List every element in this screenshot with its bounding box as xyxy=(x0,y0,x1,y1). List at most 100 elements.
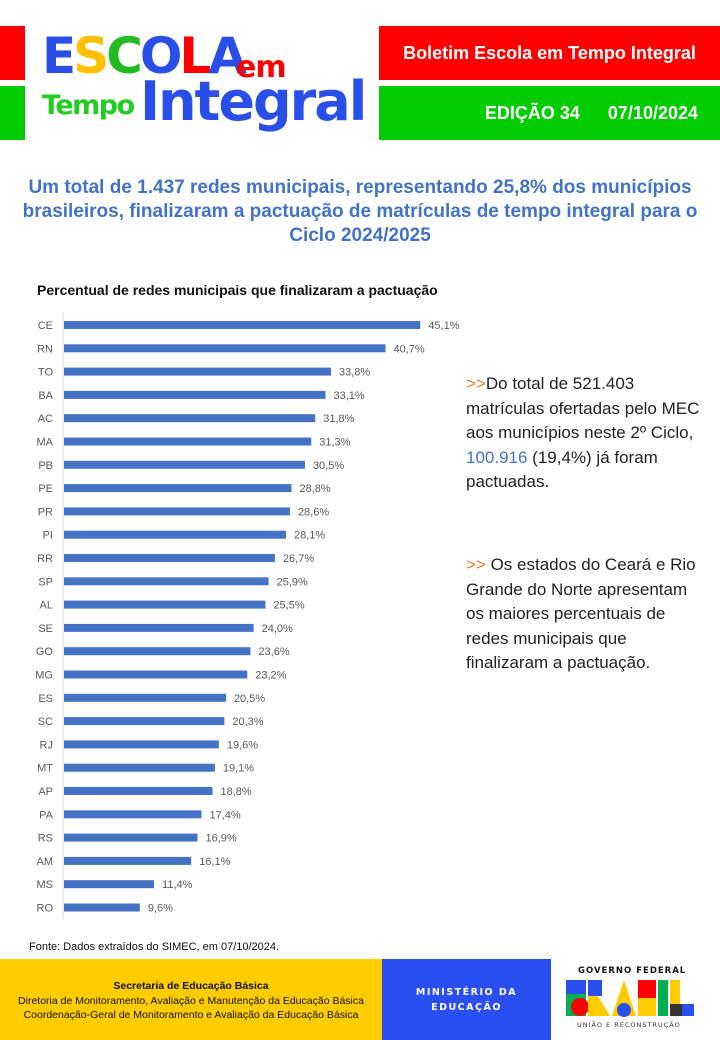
gov-top-text: GOVERNO FEDERAL xyxy=(578,966,687,976)
category-label: PA xyxy=(39,809,54,821)
category-label: AP xyxy=(38,786,53,798)
category-label: GO xyxy=(36,646,54,658)
category-label: SE xyxy=(38,623,53,635)
value-label: 11,4% xyxy=(162,879,193,891)
diretoria-name: Diretoria de Monitoramento, Avaliação e … xyxy=(18,994,364,1007)
logo-letter: C xyxy=(106,27,143,85)
edition-date: 07/10/2024 xyxy=(607,102,698,123)
bar-mg xyxy=(64,670,248,679)
bar-am xyxy=(64,856,192,865)
value-label: 17,4% xyxy=(209,809,240,821)
category-label: PR xyxy=(38,506,53,518)
bar-ma xyxy=(64,437,312,446)
category-label: RJ xyxy=(40,739,53,751)
category-label: PE xyxy=(38,483,53,495)
value-label: 25,9% xyxy=(277,576,308,588)
bar-go xyxy=(64,647,251,656)
category-label: TO xyxy=(38,367,54,379)
category-label: CE xyxy=(38,320,53,332)
logo-escola-word: ESCOLA xyxy=(42,27,247,85)
category-label: SC xyxy=(38,716,53,728)
bar-pr xyxy=(64,507,290,516)
bar-sc xyxy=(64,717,225,726)
category-label: RN xyxy=(37,343,53,355)
category-label: RO xyxy=(37,903,54,915)
value-label: 30,5% xyxy=(313,460,344,472)
logo-integral-word: Integral xyxy=(140,70,367,133)
value-label: 31,8% xyxy=(323,413,354,425)
note-highlight-number: 100.916 xyxy=(466,447,528,467)
ministerio-line2: EDUCAÇÃO xyxy=(431,1001,502,1013)
headline: Um total de 1.437 redes municipais, repr… xyxy=(22,177,698,246)
value-label: 24,0% xyxy=(262,623,293,635)
logo-letter: A xyxy=(208,27,247,85)
bar-se xyxy=(64,623,254,632)
value-label: 33,1% xyxy=(333,390,364,402)
bar-ba xyxy=(64,390,326,399)
value-label: 16,1% xyxy=(199,856,230,868)
category-label: AC xyxy=(38,413,53,425)
double-arrow-icon: >> xyxy=(466,555,486,574)
bar-rj xyxy=(64,740,219,749)
value-label: 26,7% xyxy=(283,553,314,565)
gov-bottom-text: UNIÃO E RECONSTRUÇÃO xyxy=(577,1021,681,1029)
value-label: 20,3% xyxy=(232,716,263,728)
value-label: 31,3% xyxy=(319,437,350,449)
bar-ms xyxy=(64,880,155,889)
note-text-after: (19,4%) já foram pactuadas. xyxy=(466,447,658,492)
value-label: 19,6% xyxy=(227,739,258,751)
category-label: RS xyxy=(38,833,53,845)
note-text: Os estados do Ceará e Rio Grande do Nort… xyxy=(466,555,696,672)
category-label: MA xyxy=(37,437,54,449)
ministerio-line1: MINISTÉRIO DA xyxy=(415,986,518,998)
category-label: MT xyxy=(37,763,53,775)
logo-letter: S xyxy=(73,27,109,85)
category-label: AL xyxy=(40,600,53,612)
note-matriculas: >>Do total de 521.403 matrículas ofertad… xyxy=(466,372,706,495)
category-label: ES xyxy=(38,693,53,705)
value-label: 23,2% xyxy=(255,670,286,682)
bar-ce xyxy=(64,321,421,329)
category-label: PB xyxy=(38,460,53,472)
escola-tempo-integral-logo: ESCOLA em Tempo Integral xyxy=(40,28,370,138)
category-label: PI xyxy=(43,530,53,542)
data-source: Fonte: Dados extraídos do SIMEC, em 07/1… xyxy=(29,941,280,953)
category-label: MG xyxy=(35,670,53,682)
bar-rr xyxy=(64,554,275,562)
value-label: 28,8% xyxy=(300,483,331,495)
value-label: 25,5% xyxy=(273,600,304,612)
category-label: SP xyxy=(38,576,53,588)
category-label: BA xyxy=(38,390,53,402)
secretaria-name: Secretaria de Educação Básica xyxy=(113,980,269,992)
bar-chart: CE 45,1% RN 40,7% TO 33,8% BA 33,1% AC 31,8% MA 31,… xyxy=(35,312,460,920)
bar-rs xyxy=(64,833,198,842)
ministerio-educacao-logo: MINISTÉRIO DA EDUCAÇÃO xyxy=(382,959,551,1040)
category-label: MS xyxy=(37,879,54,891)
bar-es xyxy=(64,693,226,702)
value-label: 23,6% xyxy=(258,646,289,658)
double-arrow-icon: >> xyxy=(466,374,486,393)
logo-tempo-word: Tempo xyxy=(42,90,135,121)
bulletin-title: Boletim Escola em Tempo Integral xyxy=(403,42,696,63)
value-label: 28,6% xyxy=(298,506,329,518)
bar-ap xyxy=(64,787,213,795)
chart-title: Percentual de redes municipais que final… xyxy=(37,282,438,298)
bar-mt xyxy=(64,763,215,772)
logo-letter: E xyxy=(42,27,76,85)
value-label: 19,1% xyxy=(223,763,254,775)
value-label: 45,1% xyxy=(428,320,459,332)
value-label: 9,6% xyxy=(148,903,173,915)
category-label: AM xyxy=(37,856,54,868)
value-label: 28,1% xyxy=(294,530,325,542)
green-accent-block xyxy=(0,86,25,140)
value-label: 18,8% xyxy=(221,786,252,798)
value-label: 16,9% xyxy=(206,833,237,845)
bar-pi xyxy=(64,530,286,539)
bulletin-title-banner: Boletim Escola em Tempo Integral xyxy=(379,26,720,80)
logo-em-word: em xyxy=(236,50,287,85)
value-label: 20,5% xyxy=(234,693,265,705)
edition-number: EDIÇÃO 34 xyxy=(484,102,580,123)
red-accent-block xyxy=(0,26,25,80)
logo-letter: L xyxy=(179,27,211,85)
bar-al xyxy=(64,600,266,609)
